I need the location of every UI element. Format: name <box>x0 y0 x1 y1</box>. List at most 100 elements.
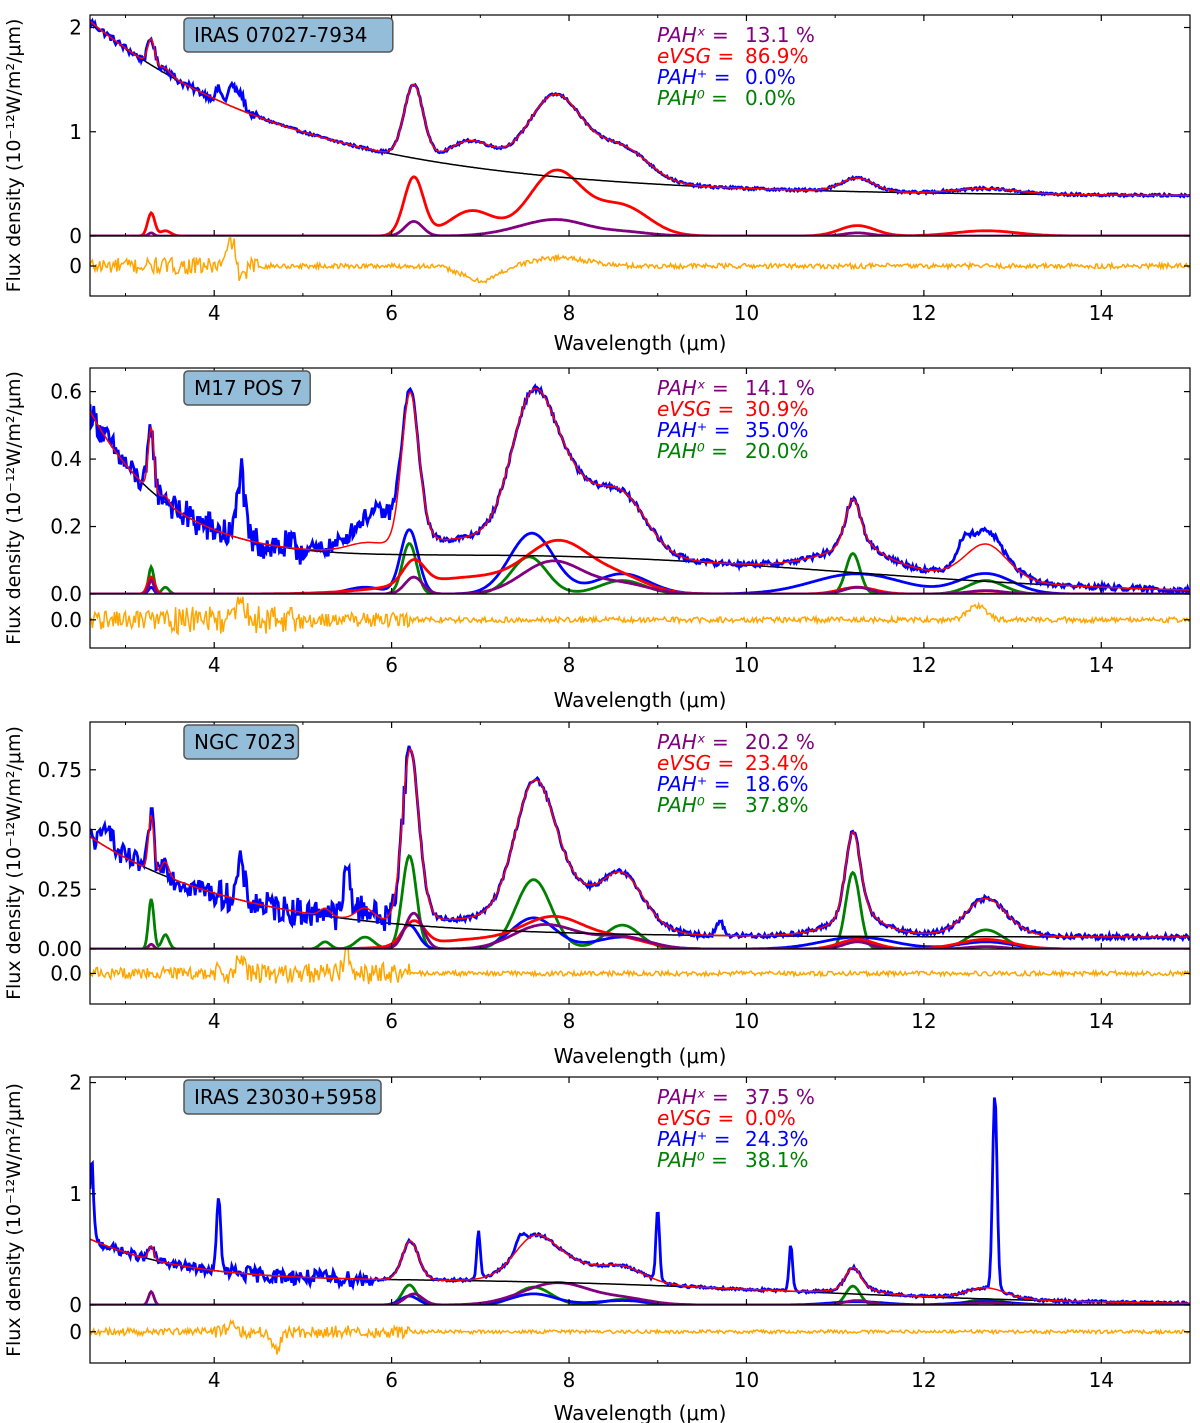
y-axis-label: Flux density (10⁻¹²W/m²/μm) <box>3 1083 25 1357</box>
fraction-value: 23.4% <box>745 751 809 775</box>
pahx-component-line <box>90 1281 1190 1305</box>
x-tick-label: 14 <box>1089 301 1114 325</box>
residual-axes-frame <box>89 593 1191 649</box>
fraction-value: 14.1 % <box>745 376 815 400</box>
x-tick-label: 8 <box>563 1368 576 1392</box>
source-label: IRAS 23030+5958 <box>194 1085 377 1109</box>
observed-spectrum-line <box>90 745 1190 943</box>
x-axis-label: Wavelength (μm) <box>554 331 727 355</box>
x-tick-label: 6 <box>385 1368 398 1392</box>
x-tick-label: 4 <box>208 653 221 677</box>
source-label-box: IRAS 23030+5958 <box>183 1079 382 1115</box>
y-tick-label: 0.6 <box>50 380 82 404</box>
fraction-value: 0.0% <box>745 1106 796 1130</box>
model-fit-line <box>90 387 1190 591</box>
fraction-name: PAH⁰ = <box>657 439 728 463</box>
fraction-value: 86.9% <box>745 44 809 68</box>
fraction-name: PAH⁺ = <box>657 772 730 796</box>
fraction-name: eVSG = <box>657 1106 734 1130</box>
y-tick-label: 0.50 <box>37 818 82 842</box>
spectrum-panel: 4 6 8 10 12 14 0.00 0.25 0.50 0.75 0.0 Wavelength (… <box>3 721 1191 1068</box>
y-tick-label: 0 <box>69 1293 82 1317</box>
fraction-name: PAH⁺ = <box>657 65 730 89</box>
fraction-value: 20.0% <box>745 439 809 463</box>
x-axis-label: Wavelength (μm) <box>554 688 727 712</box>
fraction-name: PAHˣ = <box>657 730 729 754</box>
x-tick-label: 10 <box>734 653 759 677</box>
observed-spectrum-line <box>90 1097 1190 1305</box>
fraction-name: PAHˣ = <box>657 23 729 47</box>
x-tick-label: 8 <box>563 301 576 325</box>
model-fit-line <box>90 20 1190 197</box>
observed-spectrum-line <box>90 383 1190 594</box>
residual-axes-frame <box>89 948 1191 1005</box>
residual-axes-frame <box>89 1304 1191 1364</box>
residual-y-tick-label: 0.0 <box>50 608 82 632</box>
y-tick-label: 1 <box>69 120 82 144</box>
x-tick-label: 6 <box>385 301 398 325</box>
fraction-value: 0.0% <box>745 86 796 110</box>
y-tick-label: 0.0 <box>50 582 82 606</box>
residual-y-tick-label: 0.0 <box>50 961 82 985</box>
x-tick-label: 12 <box>911 301 936 325</box>
spectrum-panel: 4 6 8 10 12 14 0.0 0.2 0.4 0.6 0.0 Wavelength (μm) F… <box>3 367 1191 712</box>
source-label: NGC 7023 <box>194 730 296 754</box>
y-axis-label: Flux density (10⁻¹²W/m²/μm) <box>3 371 25 645</box>
fraction-value: 37.8% <box>745 793 809 817</box>
x-tick-label: 14 <box>1089 1009 1114 1033</box>
y-tick-label: 0.2 <box>50 515 82 539</box>
x-tick-label: 14 <box>1089 1368 1114 1392</box>
fraction-value: 35.0% <box>745 418 809 442</box>
x-tick-label: 10 <box>734 1368 759 1392</box>
fraction-name: eVSG = <box>657 751 734 775</box>
model-fit-line <box>90 747 1190 938</box>
source-label-box: NGC 7023 <box>183 724 300 760</box>
x-tick-label: 10 <box>734 1009 759 1033</box>
residual-line <box>90 596 1190 636</box>
fraction-name: eVSG = <box>657 44 734 68</box>
y-tick-label: 0.00 <box>37 937 82 961</box>
source-label: IRAS 07027-7934 <box>194 23 367 47</box>
residual-y-tick-label: 0 <box>69 254 82 278</box>
continuum-line <box>90 836 1190 938</box>
fraction-name: PAHˣ = <box>657 1085 729 1109</box>
fraction-name: PAH⁰ = <box>657 86 728 110</box>
x-axis-label: Wavelength (μm) <box>554 1044 727 1068</box>
fraction-name: PAH⁰ = <box>657 1148 728 1172</box>
fraction-value: 13.1 % <box>745 23 815 47</box>
y-axis-label: Flux density (10⁻¹²W/m²/μm) <box>3 19 25 293</box>
x-tick-label: 4 <box>208 1009 221 1033</box>
source-label-box: IRAS 07027-7934 <box>183 17 394 53</box>
evsg-component-line <box>90 914 1190 949</box>
source-label: M17 POS 7 <box>194 376 303 400</box>
pah-cation-component-line <box>90 528 1190 594</box>
fraction-name: eVSG = <box>657 397 734 421</box>
pahx-component-line <box>90 218 1190 236</box>
y-tick-label: 0.25 <box>37 877 82 901</box>
fraction-value: 37.5 % <box>745 1085 815 1109</box>
fraction-value: 38.1% <box>745 1148 809 1172</box>
y-tick-label: 2 <box>69 1071 82 1095</box>
y-tick-label: 1 <box>69 1182 82 1206</box>
pahx-component-line <box>90 559 1190 594</box>
x-tick-label: 6 <box>385 1009 398 1033</box>
residual-line <box>90 1318 1190 1355</box>
fraction-value: 24.3% <box>745 1127 809 1151</box>
fraction-value: 30.9% <box>745 397 809 421</box>
x-tick-label: 8 <box>563 1009 576 1033</box>
residual-y-tick-label: 0 <box>69 1320 82 1344</box>
x-tick-label: 4 <box>208 1368 221 1392</box>
y-tick-label: 2 <box>69 16 82 40</box>
pahx-component-line <box>90 911 1190 949</box>
fraction-name: PAH⁰ = <box>657 793 728 817</box>
x-tick-label: 10 <box>734 301 759 325</box>
evsg-component-line <box>90 168 1190 236</box>
fraction-value: 18.6% <box>745 772 809 796</box>
fraction-value: 0.0% <box>745 65 796 89</box>
fraction-value: 20.2 % <box>745 730 815 754</box>
x-tick-label: 14 <box>1089 653 1114 677</box>
continuum-line <box>90 410 1190 591</box>
x-tick-label: 12 <box>911 1009 936 1033</box>
